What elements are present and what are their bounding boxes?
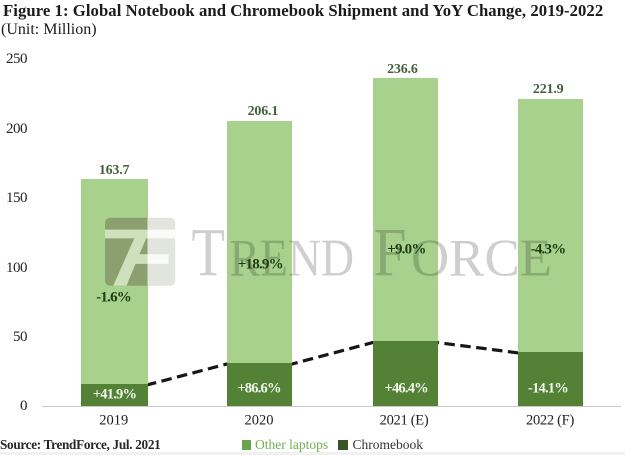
svg-text:ORCE: ORCE <box>411 230 552 288</box>
svg-text:REND: REND <box>230 230 355 288</box>
svg-text:F: F <box>374 215 407 291</box>
svg-text:T: T <box>192 215 226 291</box>
